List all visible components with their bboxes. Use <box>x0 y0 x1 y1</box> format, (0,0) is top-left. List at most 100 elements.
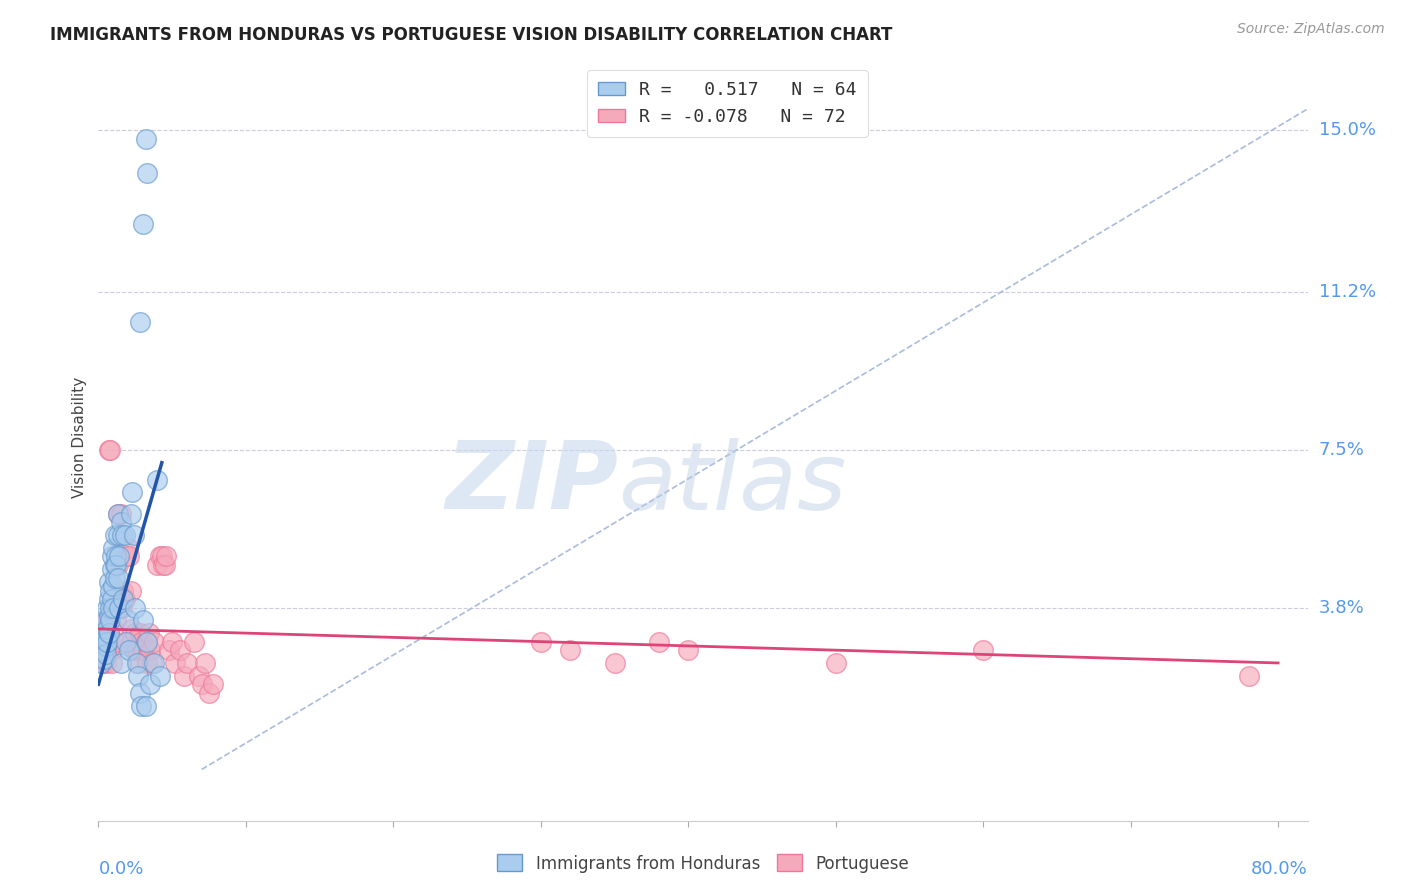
Point <box>104 634 127 648</box>
Point <box>96 634 118 648</box>
Point <box>115 634 138 648</box>
Point <box>93 622 115 636</box>
Point <box>122 643 145 657</box>
Text: 0.0%: 0.0% <box>98 860 143 878</box>
Point <box>190 677 212 691</box>
Point <box>108 583 131 598</box>
Point <box>108 549 131 564</box>
Point <box>131 613 153 627</box>
Point <box>107 571 129 585</box>
Y-axis label: Vision Disability: Vision Disability <box>72 376 87 498</box>
Point <box>824 656 846 670</box>
Text: 3.8%: 3.8% <box>1319 599 1364 616</box>
Legend: Immigrants from Honduras, Portuguese: Immigrants from Honduras, Portuguese <box>491 847 915 880</box>
Point <box>97 643 120 657</box>
Point <box>187 669 209 683</box>
Point <box>105 549 128 564</box>
Point <box>160 634 183 648</box>
Point <box>141 656 163 670</box>
Point <box>94 613 117 627</box>
Point <box>100 643 122 657</box>
Point <box>152 558 174 572</box>
Point <box>149 549 172 564</box>
Point <box>94 648 117 662</box>
Point <box>107 558 129 572</box>
Point <box>98 583 121 598</box>
Point <box>107 507 129 521</box>
Point <box>122 528 145 542</box>
Point <box>108 600 131 615</box>
Point <box>105 613 128 627</box>
Point <box>91 643 114 657</box>
Point <box>120 583 142 598</box>
Point <box>165 656 187 670</box>
Point <box>530 634 553 648</box>
Point <box>128 315 150 329</box>
Point <box>90 634 112 648</box>
Point <box>138 626 160 640</box>
Point <box>121 622 143 636</box>
Point <box>131 643 153 657</box>
Point <box>129 634 152 648</box>
Point <box>96 613 118 627</box>
Point <box>94 634 117 648</box>
Point <box>146 473 169 487</box>
Point <box>153 558 176 572</box>
Point <box>101 600 124 615</box>
Point <box>101 600 124 615</box>
Point <box>112 583 135 598</box>
Point <box>149 669 172 683</box>
Point <box>121 485 143 500</box>
Point <box>93 622 115 636</box>
Point <box>173 669 195 683</box>
Point <box>107 528 129 542</box>
Text: 15.0%: 15.0% <box>1319 121 1375 139</box>
Point <box>146 558 169 572</box>
Point <box>128 626 150 640</box>
Point <box>129 698 152 713</box>
Point <box>194 656 217 670</box>
Point <box>202 677 225 691</box>
Point <box>96 600 118 615</box>
Point <box>91 634 114 648</box>
Point <box>678 643 700 657</box>
Point <box>135 698 157 713</box>
Point <box>110 516 132 530</box>
Point <box>112 592 135 607</box>
Point <box>139 643 162 657</box>
Point <box>648 634 671 648</box>
Point <box>157 643 180 657</box>
Point <box>101 622 124 636</box>
Point <box>90 643 112 657</box>
Point <box>183 634 205 648</box>
Point <box>150 549 173 564</box>
Text: Source: ZipAtlas.com: Source: ZipAtlas.com <box>1237 22 1385 37</box>
Point <box>124 600 146 615</box>
Point <box>100 592 122 607</box>
Legend: R =   0.517   N = 64, R = -0.078   N = 72: R = 0.517 N = 64, R = -0.078 N = 72 <box>586 70 868 136</box>
Point <box>105 558 128 572</box>
Text: ZIP: ZIP <box>446 437 619 529</box>
Point <box>96 634 118 648</box>
Point <box>125 656 148 670</box>
Point <box>97 442 120 457</box>
Point <box>100 656 122 670</box>
Point <box>114 592 136 607</box>
Point <box>100 562 122 576</box>
Point <box>104 528 127 542</box>
Point <box>97 592 120 607</box>
Point <box>97 626 120 640</box>
Point <box>136 634 159 648</box>
Point <box>104 558 127 572</box>
Point <box>101 541 124 555</box>
Point <box>114 528 136 542</box>
Point <box>135 132 157 146</box>
Point <box>127 669 149 683</box>
Point <box>94 656 117 670</box>
Point <box>94 639 117 653</box>
Point <box>603 656 626 670</box>
Point <box>131 217 153 231</box>
Text: 7.5%: 7.5% <box>1319 441 1365 458</box>
Text: IMMIGRANTS FROM HONDURAS VS PORTUGUESE VISION DISABILITY CORRELATION CHART: IMMIGRANTS FROM HONDURAS VS PORTUGUESE V… <box>51 26 893 44</box>
Point <box>111 528 134 542</box>
